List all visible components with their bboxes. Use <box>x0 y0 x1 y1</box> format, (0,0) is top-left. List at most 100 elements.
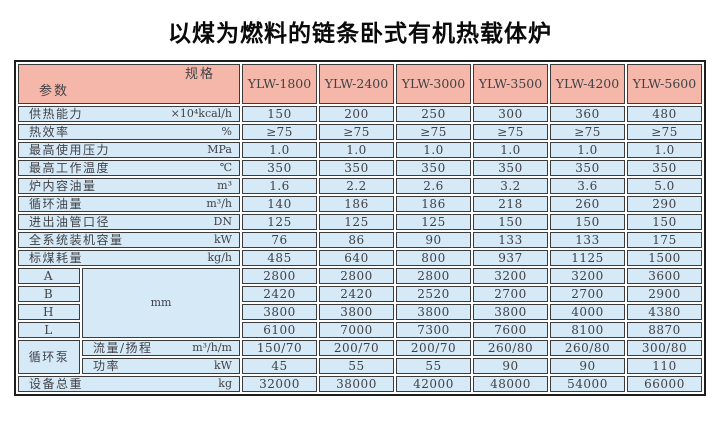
value-cell: 2.2 <box>319 178 394 194</box>
value-cell: 350 <box>550 160 625 176</box>
value-cell: 200/70 <box>396 340 471 356</box>
value-cell: 3.2 <box>473 178 548 194</box>
table-row: 全系统装机容量 kW 76 86 90 133 133 175 <box>18 232 702 248</box>
value-cell: 3800 <box>396 304 471 320</box>
dim-letter: L <box>18 322 80 338</box>
value-cell: ≥75 <box>473 124 548 140</box>
value-cell: 1125 <box>550 250 625 266</box>
param-unit: m³ <box>217 179 232 192</box>
table-row: 炉内容油量 m³ 1.6 2.2 2.6 3.2 3.6 5.0 <box>18 178 702 194</box>
value-cell: 350 <box>396 160 471 176</box>
model-header: YLW-1800 <box>242 64 317 104</box>
model-header: YLW-3000 <box>396 64 471 104</box>
value-cell: 1.0 <box>473 142 548 158</box>
table-row: H 3800 3800 3800 3800 4000 4380 <box>18 304 702 320</box>
value-cell: 1.6 <box>242 178 317 194</box>
value-cell: 150 <box>242 106 317 122</box>
table-row: 循环泵 流量/扬程 m³/h/m 150/70 200/70 200/70 26… <box>18 340 702 374</box>
value-cell: 360 <box>550 106 625 122</box>
value-cell: 1.0 <box>550 142 625 158</box>
param-unit: MPa <box>207 143 232 156</box>
value-cell: 42000 <box>396 376 471 392</box>
value-cell: 800 <box>396 250 471 266</box>
value-cell: 350 <box>473 160 548 176</box>
value-cell: 3600 <box>627 268 702 284</box>
param-label: 最高工作温度 <box>29 161 111 175</box>
dim-letter: H <box>18 304 80 320</box>
value-cell: 150 <box>550 214 625 230</box>
value-cell: 90 <box>473 358 548 374</box>
param-cell: 循环油量 m³/h <box>18 196 240 212</box>
table-row: 热效率 % ≥75 ≥75 ≥75 ≥75 ≥75 ≥75 <box>18 124 702 140</box>
value-cell: 150 <box>473 214 548 230</box>
value-cell: 2900 <box>627 286 702 302</box>
value-cell: 48000 <box>473 376 548 392</box>
value-cell: 150/70 <box>242 340 317 356</box>
param-unit: ×10⁴kcal/h <box>170 107 232 120</box>
param-unit: m³/h/m <box>192 341 232 354</box>
value-cell: 186 <box>396 196 471 212</box>
value-cell: 125 <box>396 214 471 230</box>
param-label: 功率 <box>93 359 121 373</box>
value-cell: 260/80 <box>550 340 625 356</box>
table-row: 标煤耗量 kg/h 485 640 800 937 1125 1500 <box>18 250 702 266</box>
value-cell: 2800 <box>242 268 317 284</box>
value-cell: 8100 <box>550 322 625 338</box>
value-cell: 3200 <box>550 268 625 284</box>
param-unit: % <box>221 125 232 138</box>
param-label: 设备总重 <box>29 377 84 391</box>
param-label: 供热能力 <box>29 107 84 121</box>
value-cell: 4000 <box>550 304 625 320</box>
param-cell: 标煤耗量 kg/h <box>18 250 240 266</box>
value-cell: 300/80 <box>627 340 702 356</box>
value-cell: 55 <box>319 358 394 374</box>
value-cell: 6100 <box>242 322 317 338</box>
table-row: 循环油量 m³/h 140 186 186 218 260 290 <box>18 196 702 212</box>
table-row: 设备总重 kg 32000 38000 42000 48000 54000 66… <box>18 376 702 392</box>
param-label: 标煤耗量 <box>29 251 84 265</box>
value-cell: 640 <box>319 250 394 266</box>
value-cell: 3200 <box>473 268 548 284</box>
value-cell: 2700 <box>473 286 548 302</box>
value-cell: 350 <box>242 160 317 176</box>
value-cell: 140 <box>242 196 317 212</box>
value-cell: 110 <box>627 358 702 374</box>
table-row: 最高工作温度 ℃ 350 350 350 350 350 350 <box>18 160 702 176</box>
param-cell: 热效率 % <box>18 124 240 140</box>
value-cell: 218 <box>473 196 548 212</box>
param-label: 全系统装机容量 <box>29 233 124 247</box>
param-label: 循环油量 <box>29 197 84 211</box>
param-unit: kg <box>218 377 232 390</box>
value-cell: 3800 <box>473 304 548 320</box>
value-cell: 2420 <box>242 286 317 302</box>
param-cell: 进出油管口径 DN <box>18 214 240 230</box>
param-unit: ℃ <box>219 161 232 174</box>
value-cell: 38000 <box>319 376 394 392</box>
value-cell: 200/70 <box>319 340 394 356</box>
value-cell: 1.0 <box>319 142 394 158</box>
value-cell: 66000 <box>627 376 702 392</box>
value-cell: 290 <box>627 196 702 212</box>
model-header: YLW-5600 <box>627 64 702 104</box>
value-cell: 2420 <box>319 286 394 302</box>
corner-spec-label: 规格 <box>184 67 215 82</box>
value-cell: 1500 <box>627 250 702 266</box>
value-cell: 260 <box>550 196 625 212</box>
param-label: 最高使用压力 <box>29 143 111 157</box>
pump-group-label: 循环泵 <box>18 340 80 374</box>
value-cell: 133 <box>550 232 625 248</box>
value-cell: 2520 <box>396 286 471 302</box>
value-cell: 86 <box>319 232 394 248</box>
value-cell: 350 <box>627 160 702 176</box>
table-row: B 2420 2420 2520 2700 2700 2900 <box>18 286 702 302</box>
param-cell: 全系统装机容量 kW <box>18 232 240 248</box>
model-header: YLW-4200 <box>550 64 625 104</box>
value-cell: 186 <box>319 196 394 212</box>
param-cell: 流量/扬程 m³/h/m <box>82 340 240 356</box>
value-cell: 1.0 <box>627 142 702 158</box>
page-title: 以煤为燃料的链条卧式有机热载体炉 <box>168 21 552 47</box>
table-row: 供热能力 ×10⁴kcal/h 150 200 250 300 360 480 <box>18 106 702 122</box>
param-label: 炉内容油量 <box>29 179 97 193</box>
value-cell: 2800 <box>396 268 471 284</box>
table-row: A mm 2800 2800 2800 3200 3200 3600 <box>18 268 702 338</box>
